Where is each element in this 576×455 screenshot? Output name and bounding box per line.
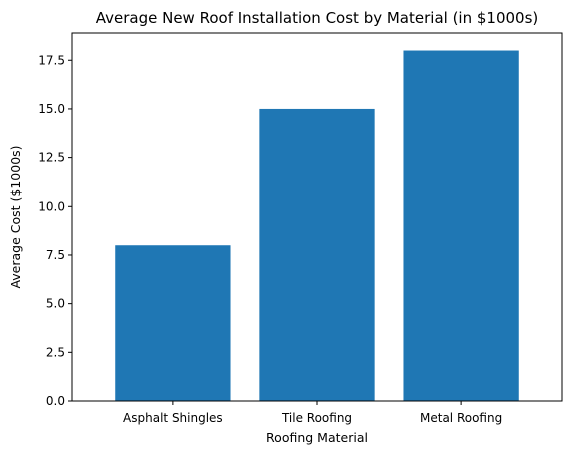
x-tick-label: Tile Roofing — [281, 411, 352, 425]
x-axis-label: Roofing Material — [266, 430, 368, 445]
y-tick-label: 7.5 — [46, 248, 65, 262]
bar-asphalt-shingles — [115, 245, 231, 401]
y-tick-label: 0.0 — [46, 394, 65, 408]
y-tick-label: 17.5 — [38, 53, 65, 67]
chart-title: Average New Roof Installation Cost by Ma… — [96, 9, 539, 27]
bars-group — [115, 50, 519, 402]
bar-metal-roofing — [403, 50, 519, 402]
x-tick-label: Metal Roofing — [420, 411, 502, 425]
y-tick-label: 12.5 — [38, 151, 65, 165]
y-tick-label: 5.0 — [46, 297, 65, 311]
plot-frame — [71, 32, 563, 402]
bar-tile-roofing — [259, 108, 375, 401]
y-tick-label: 15.0 — [38, 102, 65, 116]
x-axis-ticks: Asphalt Shingles Tile Roofing Metal Roofin… — [123, 401, 502, 425]
y-axis-ticks: 0.0 2.5 5.0 7.5 10.0 12.5 15.0 17.5 — [38, 53, 72, 408]
x-tick-label: Asphalt Shingles — [123, 411, 223, 425]
y-axis-label: Average Cost ($1000s) — [8, 145, 23, 288]
y-tick-label: 10.0 — [38, 199, 65, 213]
y-tick-label: 2.5 — [46, 345, 65, 359]
